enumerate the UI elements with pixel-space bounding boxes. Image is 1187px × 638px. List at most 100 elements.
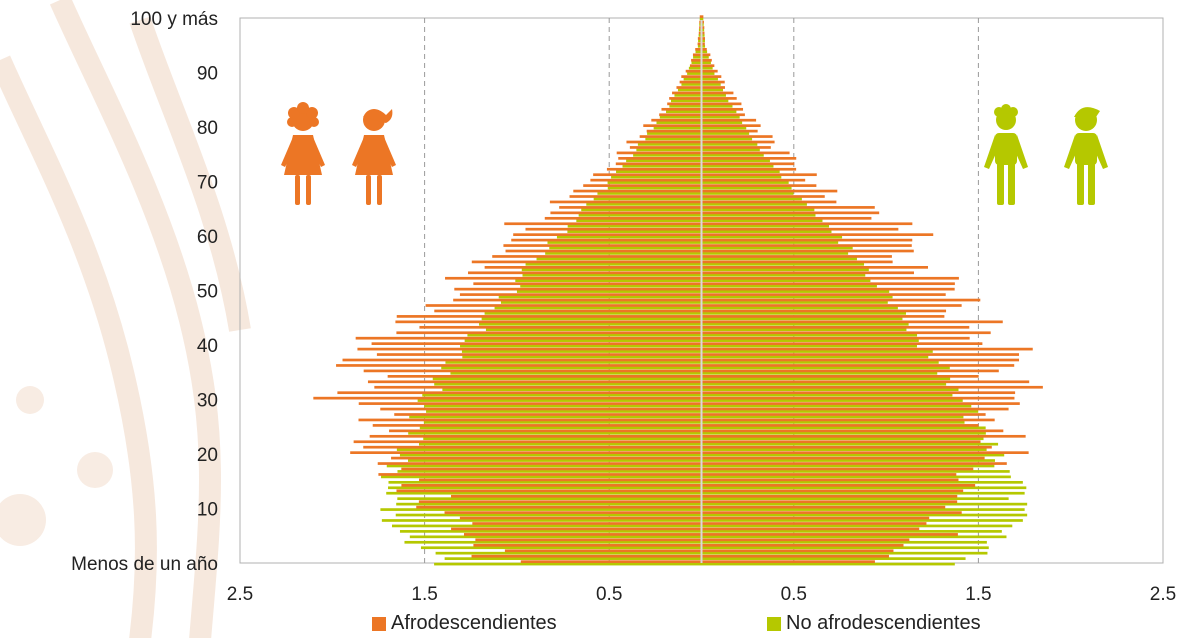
bar-no-afro-men-age-75 [701, 153, 764, 157]
bar-no-afro-men-age-22 [701, 442, 999, 446]
bar-afro-men-age-33 [701, 380, 1030, 384]
bar-afro-men-age-53 [701, 271, 914, 275]
bar-no-afro-women-age-13 [386, 491, 702, 495]
bar-no-afro-men-age-37 [701, 361, 939, 364]
bar-afro-men-age-49 [701, 293, 946, 296]
bar-no-afro-women-age-69 [607, 186, 702, 190]
bar-afro-men-age-25 [701, 424, 979, 427]
bar-no-afro-men-age-73 [701, 164, 774, 168]
bar-afro-men-age-39 [701, 347, 1033, 351]
bar-no-afro-men-age-82 [701, 115, 740, 119]
bar-afro-women-age-1 [471, 554, 702, 558]
bar-afro-women-age-77 [626, 140, 702, 144]
bar-no-afro-men-age-27 [701, 415, 964, 419]
bar-afro-women-age-4 [475, 538, 702, 542]
bar-afro-women-age-68 [573, 189, 702, 193]
bar-afro-men-age-1 [701, 554, 889, 558]
bar-no-afro-women-age-10 [380, 508, 702, 511]
bar-no-afro-women-age-45 [481, 317, 702, 321]
bar-no-afro-women-age-39 [461, 350, 702, 353]
bar-afro-women-age-28 [380, 407, 702, 411]
bar-afro-men-age-78 [701, 135, 773, 138]
bar-no-afro-women-age-78 [645, 137, 702, 141]
bar-afro-men-age-34 [701, 375, 979, 378]
bar-no-afro-women-age-1 [444, 557, 702, 560]
bar-no-afro-women-age-54 [521, 268, 702, 272]
bar-afro-men-age-54 [701, 266, 928, 269]
y-tick-label-2: 20 [197, 445, 218, 466]
bar-afro-women-age-53 [468, 271, 702, 275]
bar-afro-men-age-24 [701, 429, 1004, 433]
bar-no-afro-women-age-83 [666, 110, 702, 114]
bar-afro-women-age-16 [378, 473, 702, 476]
bar-no-afro-women-age-91 [688, 66, 702, 70]
bar-afro-women-age-22 [353, 440, 702, 444]
bar-no-afro-men-age-89 [701, 77, 718, 81]
bar-afro-men-age-75 [701, 151, 790, 155]
bar-afro-women-age-94 [695, 48, 702, 51]
bar-afro-women-age-34 [387, 375, 702, 378]
bar-afro-women-age-46 [434, 309, 702, 313]
bar-no-afro-men-age-46 [701, 312, 906, 315]
legend-item-afrodescendientes: Afrodescendientes [372, 612, 557, 635]
bar-afro-women-age-78 [639, 135, 702, 138]
bar-afro-men-age-69 [701, 184, 817, 187]
bar-afro-women-age-3 [473, 543, 702, 547]
bar-afro-women-age-21 [363, 445, 702, 449]
bar-no-afro-men-age-20 [701, 453, 1005, 457]
bar-afro-men-age-72 [701, 167, 797, 171]
bar-afro-men-age-44 [701, 320, 1003, 324]
bar-no-afro-women-age-96 [698, 39, 702, 43]
bar-no-afro-women-age-98 [698, 28, 702, 32]
bar-afro-men-age-60 [701, 233, 934, 236]
bar-afro-men-age-47 [701, 304, 962, 307]
bar-no-afro-women-age-90 [687, 72, 702, 75]
bar-afro-women-age-93 [692, 53, 702, 57]
bar-afro-men-age-56 [701, 255, 892, 258]
bar-no-afro-women-age-52 [515, 279, 702, 283]
bar-no-afro-men-age-1 [701, 557, 966, 560]
bar-no-afro-women-age-9 [395, 513, 702, 517]
bar-afro-men-age-98 [701, 26, 705, 29]
bar-afro-women-age-69 [583, 184, 702, 187]
bar-afro-men-age-64 [701, 211, 880, 215]
legend-swatch-no-afro [767, 616, 781, 631]
bar-afro-women-age-85 [669, 97, 702, 100]
bar-afro-women-age-45 [396, 315, 702, 318]
bar-afro-men-age-2 [701, 549, 894, 553]
bar-afro-women-age-83 [661, 107, 702, 111]
bar-afro-women-age-62 [504, 222, 702, 226]
bar-no-afro-men-age-80 [701, 126, 747, 130]
bar-afro-women-age-24 [389, 429, 702, 433]
bar-afro-women-age-71 [593, 173, 702, 177]
bar-no-afro-men-age-12 [701, 497, 1009, 501]
bar-no-afro-men-age-47 [701, 306, 898, 310]
bar-afro-men-age-31 [701, 391, 1016, 395]
bar-no-afro-women-age-11 [396, 502, 702, 506]
bar-afro-women-age-27 [394, 413, 702, 416]
bar-no-afro-women-age-7 [392, 524, 702, 528]
bar-no-afro-women-age-23 [423, 437, 702, 441]
bar-afro-women-age-76 [629, 146, 702, 149]
x-tick-label-4: 1.5 [965, 584, 991, 605]
bar-afro-men-age-74 [701, 157, 797, 160]
y-tick-label-3: 30 [197, 391, 218, 412]
bar-afro-men-age-18 [701, 462, 1007, 465]
bar-afro-men-age-15 [701, 478, 959, 482]
bar-afro-women-age-18 [377, 462, 702, 465]
bar-no-afro-men-age-3 [701, 546, 989, 550]
bar-afro-women-age-19 [391, 456, 702, 460]
bar-no-afro-women-age-73 [622, 164, 702, 168]
bar-no-afro-men-age-53 [701, 273, 866, 277]
bar-afro-women-age-95 [697, 42, 702, 46]
bar-no-afro-men-age-79 [701, 132, 750, 135]
bar-no-afro-men-age-24 [701, 431, 986, 435]
bar-no-afro-men-age-38 [701, 355, 929, 359]
bar-afro-men-age-52 [701, 276, 959, 280]
bar-afro-women-age-56 [492, 255, 702, 258]
bar-afro-women-age-37 [342, 358, 702, 362]
bar-no-afro-women-age-44 [479, 322, 702, 326]
bar-afro-men-age-17 [701, 467, 974, 471]
bar-no-afro-women-age-84 [669, 104, 702, 108]
bar-no-afro-men-age-55 [701, 262, 865, 266]
